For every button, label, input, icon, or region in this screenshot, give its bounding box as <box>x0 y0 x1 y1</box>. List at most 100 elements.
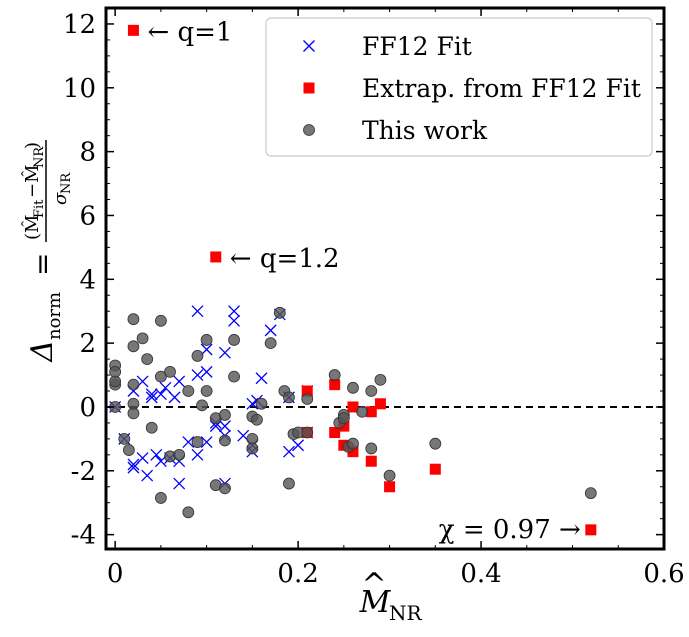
extrap-point <box>210 251 222 263</box>
ff12-fit-point <box>228 314 241 327</box>
svg-text:(M̂: (M̂ <box>21 215 43 240</box>
legend-marker <box>303 40 315 52</box>
this-work-point <box>154 314 167 327</box>
this-work-point <box>251 413 263 426</box>
this-work-point <box>127 340 140 353</box>
this-work-point <box>154 492 167 504</box>
legend-label: This work <box>362 116 488 145</box>
extrap-point <box>329 427 341 439</box>
y-tick-label: -2 <box>71 457 96 487</box>
svg-text:NR: NR <box>32 146 47 168</box>
x-axis-title: M ^ NR <box>359 567 423 625</box>
this-work-point <box>141 353 154 365</box>
series-x <box>109 305 314 490</box>
this-work-point <box>283 477 295 490</box>
annotation-q: ← q=1.2 <box>230 244 340 274</box>
legend-marker <box>303 124 315 136</box>
this-work-point <box>173 448 186 461</box>
this-work-point <box>145 421 158 434</box>
this-work-point <box>301 426 314 439</box>
ff12-fit-point <box>191 448 204 461</box>
y-tick-label: 2 <box>79 329 96 359</box>
this-work-point <box>246 442 259 455</box>
svg-text:−M̂: −M̂ <box>21 164 43 198</box>
svg-text:^: ^ <box>361 567 386 602</box>
this-work-point <box>118 432 131 445</box>
this-work-point <box>127 397 140 410</box>
x-tick-label: 0.2 <box>277 559 318 589</box>
extrap-point <box>365 455 377 467</box>
annotations: ← q=1 ← q=1.2 χ = 0.97 → <box>147 17 580 545</box>
legend-item: This work <box>303 116 488 145</box>
svg-text:NR: NR <box>59 172 74 194</box>
this-work-point <box>122 444 135 456</box>
ff12-fit-point <box>191 305 204 318</box>
ff12-fit-point <box>154 388 167 401</box>
y-tick-label: 10 <box>63 74 96 104</box>
y-tick-label: -4 <box>71 521 96 551</box>
this-work-point <box>301 393 314 405</box>
extrap-point <box>374 398 386 410</box>
series-o <box>109 306 597 519</box>
y-tick-label: 12 <box>63 10 96 40</box>
svg-text:NR: NR <box>389 601 423 625</box>
this-work-point <box>429 437 442 450</box>
this-work-point <box>347 381 359 394</box>
this-work-point <box>584 487 597 500</box>
extrap-point <box>384 481 396 493</box>
ff12-fit-point <box>191 369 204 382</box>
ff12-fit-point <box>145 391 158 404</box>
this-work-point <box>337 412 350 425</box>
this-work-point <box>196 399 208 412</box>
this-work-point <box>136 332 149 345</box>
ff12-fit-point <box>127 458 140 471</box>
legend-label: Extrap. from FF12 Fit <box>362 74 641 103</box>
ff12-fit-point <box>136 452 149 464</box>
this-work-point <box>182 385 195 397</box>
this-work-point <box>273 306 286 319</box>
this-work-point <box>228 334 240 346</box>
extrap-point <box>301 385 313 397</box>
svg-text:Fit: Fit <box>32 199 47 218</box>
ff12-fit-point <box>255 372 268 385</box>
extrap-point <box>347 401 359 413</box>
this-work-point <box>164 365 176 378</box>
ff12-fit-point <box>218 346 231 359</box>
this-work-point <box>191 349 204 362</box>
annotation-chi: χ = 0.97 → <box>439 515 581 545</box>
ff12-fit-point <box>200 436 213 449</box>
extrap-point <box>329 379 341 391</box>
this-work-point <box>109 365 122 378</box>
legend-label: FF12 Fit <box>362 32 472 61</box>
extrap-point <box>585 524 597 536</box>
this-work-point <box>283 391 295 404</box>
extrap-point <box>429 463 441 475</box>
this-work-point <box>127 313 140 326</box>
svg-text:=: = <box>26 253 59 276</box>
ff12-fit-point <box>282 445 295 458</box>
this-work-point <box>182 506 195 519</box>
ff12-fit-point <box>173 477 186 490</box>
this-work-point <box>255 397 268 410</box>
ff12-fit-point <box>150 448 163 461</box>
this-work-point <box>127 378 140 391</box>
svg-text:σ: σ <box>50 192 71 205</box>
legend-marker <box>303 82 315 94</box>
ff12-fit-point <box>218 420 231 433</box>
this-work-point <box>328 369 341 381</box>
y-tick-label: 8 <box>79 138 96 168</box>
this-work-point <box>365 442 378 455</box>
x-tick-label: 0.4 <box>460 559 501 589</box>
ff12-fit-point <box>200 343 213 356</box>
y-tick-label: 0 <box>79 393 96 423</box>
ff12-fit-point <box>145 388 158 401</box>
this-work-point <box>191 436 204 448</box>
ff12-fit-point <box>228 305 241 318</box>
this-work-point <box>154 370 167 383</box>
this-work-point <box>219 434 231 447</box>
ff12-fit-point <box>200 365 213 378</box>
ff12-fit-point <box>292 439 305 452</box>
legend: FF12 Fit Extrap. from FF12 Fit This work <box>265 17 653 157</box>
this-work-point <box>264 337 277 350</box>
